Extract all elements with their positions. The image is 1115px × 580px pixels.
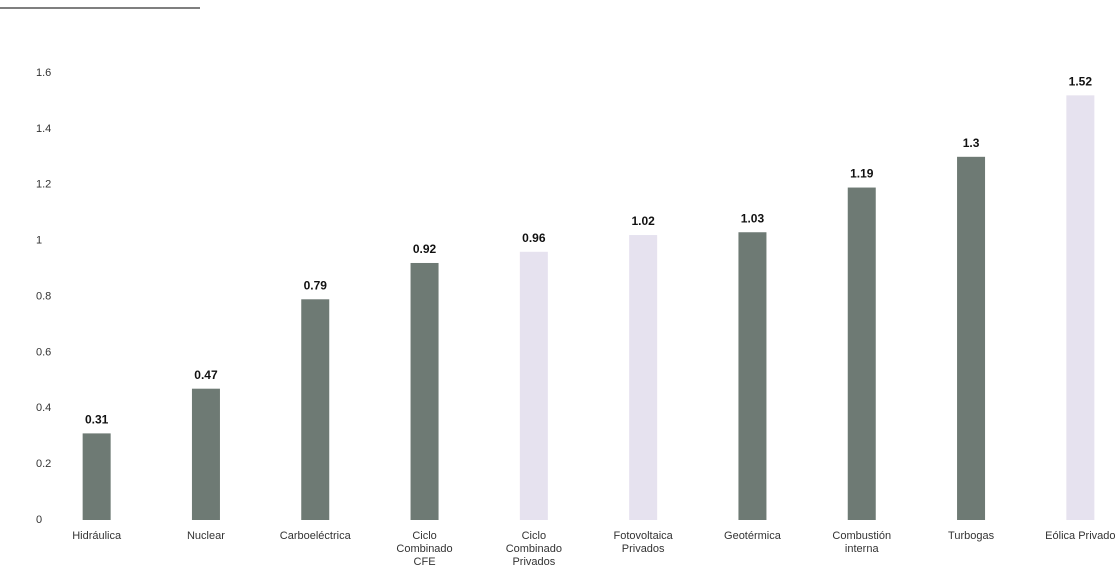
y-tick-label: 1.6 bbox=[36, 67, 51, 79]
bar bbox=[301, 299, 330, 520]
x-tick-label: Ciclo Combinado Privados bbox=[506, 530, 562, 568]
y-tick-label: 0.4 bbox=[36, 402, 51, 414]
x-tick-label: Eólica Privado bbox=[1045, 530, 1115, 542]
bar bbox=[191, 388, 220, 520]
x-tick-label: Carboeléctrica bbox=[280, 530, 352, 542]
y-tick-label: 0.8 bbox=[36, 290, 51, 302]
bar bbox=[1066, 95, 1095, 520]
value-label: 0.31 bbox=[85, 413, 109, 427]
y-tick-label: 1 bbox=[36, 235, 42, 247]
x-tick-label: Nuclear bbox=[187, 530, 225, 542]
bar bbox=[519, 251, 548, 521]
bar bbox=[847, 187, 876, 520]
y-tick-label: 0.6 bbox=[36, 346, 51, 358]
value-label: 0.96 bbox=[522, 231, 546, 245]
bar bbox=[738, 232, 767, 520]
value-label: 1.3 bbox=[963, 136, 980, 150]
x-tick-label: Fotovoltaica Privados bbox=[613, 530, 673, 555]
value-label: 0.79 bbox=[304, 278, 328, 292]
x-tick-label: Hidráulica bbox=[72, 530, 122, 542]
bar bbox=[629, 235, 658, 520]
value-label: 0.47 bbox=[194, 368, 218, 382]
value-label: 1.02 bbox=[631, 214, 655, 228]
x-tick-label: Turbogas bbox=[948, 530, 995, 542]
x-tick-label: Combustión interna bbox=[832, 530, 891, 555]
bar bbox=[82, 433, 111, 520]
x-tick-label: Geotérmica bbox=[724, 530, 782, 542]
bar bbox=[957, 156, 986, 520]
y-tick-label: 0 bbox=[36, 514, 42, 526]
value-label: 1.19 bbox=[850, 167, 874, 181]
y-tick-label: 1.4 bbox=[36, 123, 51, 135]
value-label: 1.52 bbox=[1069, 75, 1093, 89]
bar bbox=[410, 262, 439, 520]
value-label: 0.92 bbox=[413, 242, 437, 256]
y-tick-label: 0.2 bbox=[36, 458, 51, 470]
x-tick-label: Ciclo Combinado CFE bbox=[396, 530, 452, 568]
value-label: 1.03 bbox=[741, 211, 765, 225]
y-tick-label: 1.2 bbox=[36, 179, 51, 191]
